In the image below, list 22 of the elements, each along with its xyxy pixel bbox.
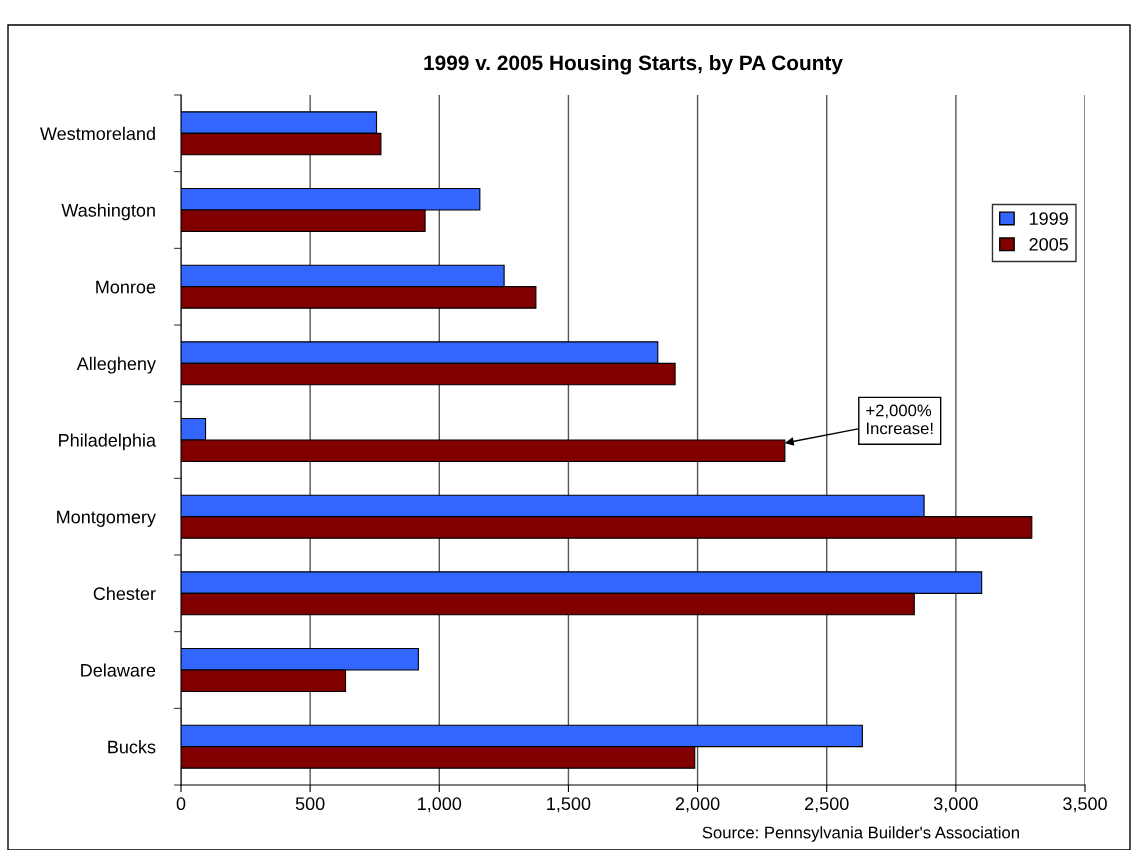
- y-tick-label: Monroe: [96, 280, 156, 294]
- x-tick-label: 3,500: [1063, 797, 1107, 813]
- x-tick-label: 1,000: [418, 797, 462, 813]
- x-tick-label: 500: [295, 797, 325, 811]
- legend-label: 2005: [1029, 237, 1068, 251]
- x-tick-label: 0: [176, 797, 186, 811]
- source-note: Source: Pennsylvania Builder's Association: [702, 826, 1019, 842]
- x-tick-label: 1,500: [547, 797, 591, 813]
- y-tick-label: Philadelphia: [59, 433, 156, 451]
- y-tick-label: Westmoreland: [40, 126, 155, 141]
- x-tick-label: 3,000: [933, 797, 978, 813]
- annotation: +2,000% Increase!: [866, 404, 933, 435]
- y-tick-label: Chester: [93, 586, 156, 601]
- y-tick-label: Montgomery: [57, 510, 156, 527]
- x-tick-label: 2,500: [805, 797, 849, 813]
- y-tick-label: Washington: [61, 203, 155, 221]
- y-tick-label: Bucks: [108, 740, 156, 754]
- y-tick-label: Delaware: [81, 663, 156, 677]
- x-tick-label: 2,000: [675, 797, 720, 813]
- y-tick-label: Allegheny: [76, 356, 156, 374]
- chart-title: 1999 v. 2005 Housing Starts, by PA County: [424, 54, 843, 75]
- legend-label: 1999: [1029, 212, 1068, 225]
